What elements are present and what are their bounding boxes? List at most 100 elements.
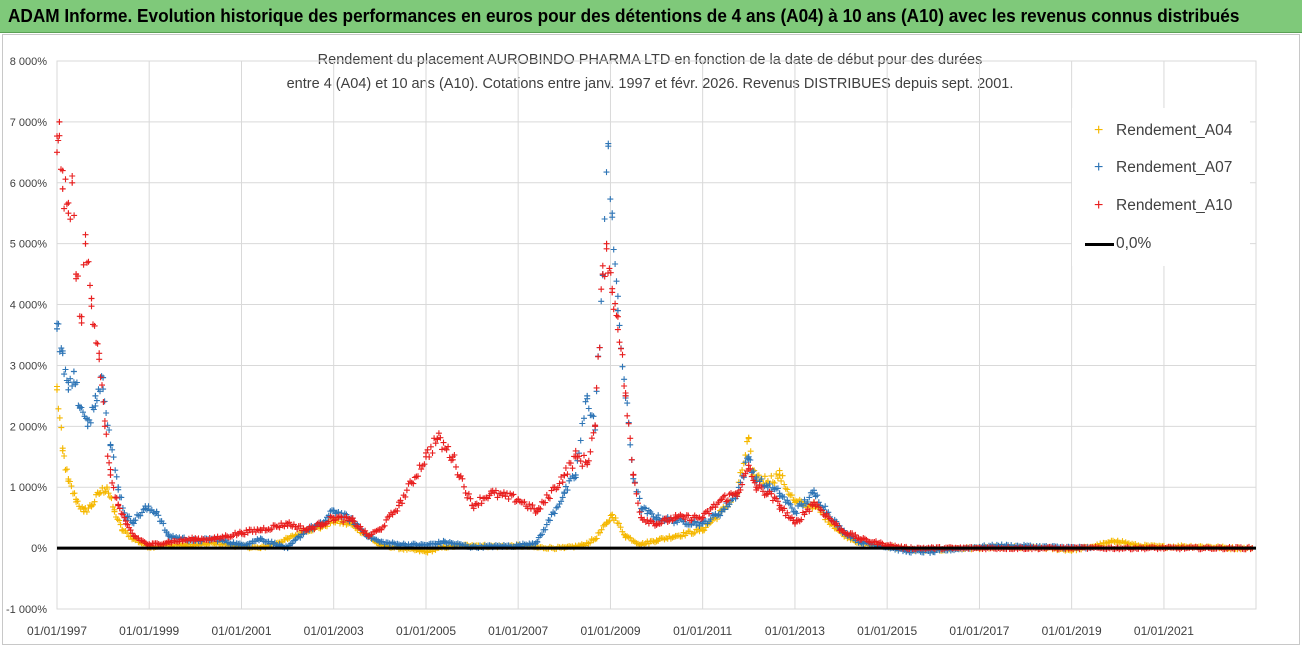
data-point xyxy=(562,465,569,471)
data-point xyxy=(297,522,304,529)
data-point xyxy=(592,536,599,542)
data-point xyxy=(724,497,731,504)
data-point xyxy=(91,498,98,505)
data-point xyxy=(636,509,643,516)
data-point xyxy=(365,532,372,539)
data-point xyxy=(85,258,92,265)
data-point xyxy=(627,441,634,448)
data-point xyxy=(757,477,764,484)
data-point xyxy=(485,495,491,502)
data-point xyxy=(774,475,781,482)
data-point xyxy=(96,490,103,497)
data-point xyxy=(80,409,86,416)
data-point xyxy=(577,458,584,465)
data-point xyxy=(386,513,393,520)
data-point xyxy=(445,443,452,450)
data-point xyxy=(542,499,549,506)
data-point xyxy=(104,422,111,429)
data-point xyxy=(238,529,245,536)
data-point xyxy=(598,286,605,293)
data-point xyxy=(811,499,817,506)
data-point xyxy=(779,472,786,479)
data-point xyxy=(635,500,641,507)
data-point xyxy=(610,306,617,313)
data-point xyxy=(107,466,114,473)
data-point xyxy=(766,481,773,487)
data-point xyxy=(610,246,617,253)
data-point xyxy=(537,505,544,512)
data-point xyxy=(806,494,813,501)
data-point xyxy=(297,534,304,541)
data-point xyxy=(624,400,631,407)
data-point xyxy=(758,476,765,482)
data-point xyxy=(330,514,337,521)
data-point xyxy=(145,503,152,510)
data-point xyxy=(94,340,101,347)
data-point xyxy=(394,508,401,514)
data-point xyxy=(65,199,72,206)
data-point xyxy=(488,490,495,497)
data-point xyxy=(59,167,66,174)
data-point xyxy=(71,212,78,219)
data-point xyxy=(84,423,91,430)
data-point xyxy=(73,271,80,278)
data-point xyxy=(62,176,69,183)
data-point xyxy=(624,412,631,419)
data-point xyxy=(416,462,423,469)
data-point xyxy=(781,505,788,512)
data-point xyxy=(548,487,555,494)
data-point xyxy=(424,446,431,453)
data-point xyxy=(584,392,591,399)
data-point xyxy=(87,419,94,426)
data-point xyxy=(69,173,76,179)
data-point xyxy=(857,536,864,542)
data-point xyxy=(706,510,712,517)
data-point xyxy=(399,500,406,507)
data-point xyxy=(113,494,120,501)
data-point xyxy=(707,516,714,523)
data-point xyxy=(56,132,63,139)
data-point xyxy=(117,521,124,528)
data-point xyxy=(396,502,402,509)
data-point xyxy=(606,265,613,272)
legend-item-a04: + Rendement_A04 xyxy=(1072,120,1250,144)
data-point xyxy=(717,512,724,519)
data-point xyxy=(598,526,605,533)
data-point xyxy=(268,526,275,533)
data-point xyxy=(65,210,72,217)
data-point xyxy=(849,530,856,537)
data-point xyxy=(691,529,698,536)
data-point xyxy=(788,492,795,499)
data-point xyxy=(113,473,120,480)
data-point xyxy=(554,484,561,491)
data-point xyxy=(609,210,616,217)
data-point xyxy=(811,490,817,497)
data-point xyxy=(776,502,783,509)
data-point xyxy=(804,499,811,505)
data-point xyxy=(281,523,288,530)
data-point xyxy=(319,520,326,527)
data-point xyxy=(99,382,105,389)
data-point xyxy=(760,488,766,495)
y-tick-label: 5 000% xyxy=(10,239,48,251)
data-point xyxy=(67,375,74,382)
data-point xyxy=(579,420,586,427)
data-point xyxy=(80,261,87,268)
data-point xyxy=(581,452,587,459)
data-point xyxy=(787,501,794,508)
data-point xyxy=(778,477,785,484)
data-point xyxy=(593,384,600,391)
data-point xyxy=(87,282,93,289)
data-point xyxy=(137,512,144,519)
data-point xyxy=(753,484,760,491)
data-point xyxy=(55,405,62,412)
data-point xyxy=(54,149,60,156)
data-point xyxy=(100,386,107,393)
legend-label-a10: Rendement_A10 xyxy=(1116,197,1233,214)
data-point xyxy=(631,480,638,487)
chart-legend: + Rendement_A04 + Rendement_A07 + Rendem… xyxy=(1072,108,1250,266)
data-point xyxy=(55,137,62,144)
legend-item-zero: 0,0% xyxy=(1072,233,1250,257)
data-point xyxy=(101,418,108,424)
legend-item-a07: + Rendement_A07 xyxy=(1072,157,1250,181)
